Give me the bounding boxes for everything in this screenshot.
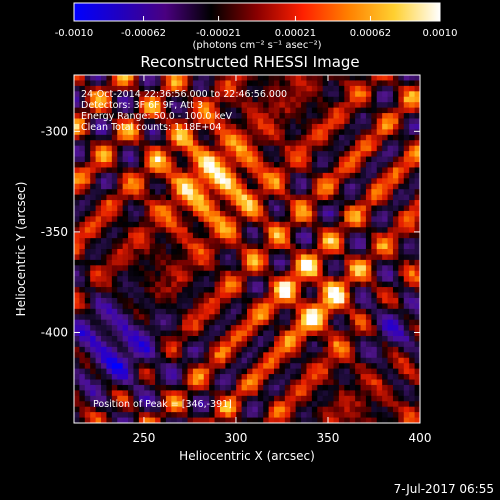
x-tick-label: 250	[132, 431, 155, 445]
colorbar-tick-label: 0.00062	[350, 28, 391, 39]
colorbar-tick-label: -0.0010	[55, 28, 94, 39]
chart-title: Reconstructed RHESSI Image	[140, 53, 359, 71]
colorbar-ticks: -0.0010 -0.00062 -0.00021 0.00021 0.00062 0.0…	[55, 16, 458, 39]
timestamp-footer: 7-Jul-2017 06:55	[393, 482, 494, 496]
x-axis-ticks: 250 300 350 400	[132, 75, 431, 445]
colorbar-tick-label: -0.00021	[196, 28, 241, 39]
annotation-block: 24-Oct-2014 22:36:56.000 to 22:46:56.000…	[81, 89, 287, 410]
x-tick-label: 400	[409, 431, 432, 445]
x-axis-label: Heliocentric X (arcsec)	[179, 449, 315, 463]
annotation-peak: Position of Peak = [346,-391]	[93, 399, 232, 410]
y-tick-label: -400	[41, 325, 68, 339]
colorbar-gradient	[73, 2, 441, 22]
annotation-energy: Energy Range: 50.0 - 100.0 keV	[81, 111, 232, 122]
x-tick-label: 350	[317, 431, 340, 445]
y-axis-ticks: -300 -350 -400	[41, 124, 420, 339]
annotation-clean: Clean Total counts: 1.18E+04	[81, 122, 221, 133]
colorbar-tick-label: 0.00021	[275, 28, 316, 39]
annotation-detectors: Detectors: 3F 6F 9F, Att 3	[81, 100, 203, 111]
y-tick-label: -300	[41, 124, 68, 138]
x-tick-label: 300	[225, 431, 248, 445]
heatmap-image	[74, 75, 420, 423]
colorbar-tick-label: -0.00062	[121, 28, 166, 39]
colorbar-unit-label: (photons cm⁻² s⁻¹ asec⁻²)	[192, 40, 321, 51]
annotation-time: 24-Oct-2014 22:36:56.000 to 22:46:56.000	[81, 89, 287, 100]
colorbar: -0.0010 -0.00062 -0.00021 0.00021 0.00062 0.0…	[55, 2, 458, 51]
plot-frame	[73, 74, 421, 424]
y-axis-label: Heliocentric Y (arcsec)	[14, 182, 28, 317]
colorbar-tick-label: 0.0010	[423, 28, 458, 39]
y-tick-label: -350	[41, 225, 68, 239]
